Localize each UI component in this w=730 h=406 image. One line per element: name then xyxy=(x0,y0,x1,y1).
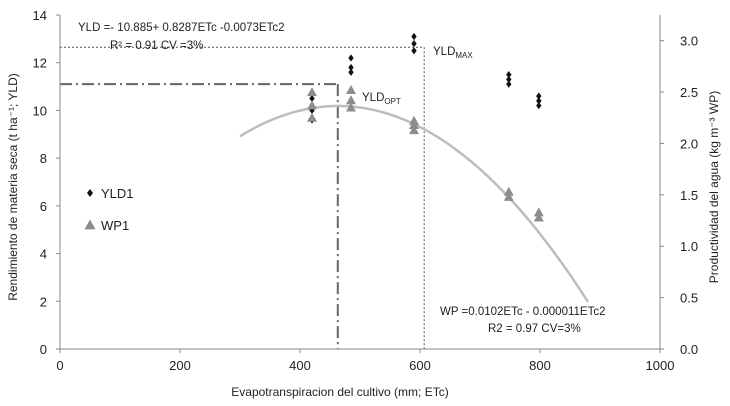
x-tick-label: 200 xyxy=(169,358,191,373)
x-tick-label: 800 xyxy=(529,358,551,373)
yld1-point xyxy=(506,75,512,84)
yld-equation: YLD =- 10.885+ 0.8287ETc -0.0073ETc2 xyxy=(78,22,285,34)
yld1-point xyxy=(309,106,315,115)
yld1-point xyxy=(411,32,417,41)
left-tick-label: 12 xyxy=(33,56,47,71)
wp1-point xyxy=(409,125,419,135)
x-axis-title: Evapotranspiracion del cultivo (mm; ETc) xyxy=(231,385,448,399)
right-tick-label: 0.0 xyxy=(680,342,698,357)
yld1-point xyxy=(348,68,354,76)
wp1-point xyxy=(533,207,544,217)
wp-stats: R2 = 0.97 CV=3% xyxy=(488,323,581,335)
wp1-point xyxy=(307,100,317,110)
yld1-point xyxy=(411,47,417,55)
right-tick-label: 2.5 xyxy=(680,85,698,100)
reference-lines xyxy=(60,46,425,349)
yld-opt-label: YLDOPT xyxy=(362,92,401,106)
wp1-point xyxy=(503,186,514,196)
legend-label-yld1: YLD1 xyxy=(101,186,134,201)
yld-opt-label-sub: OPT xyxy=(384,97,401,106)
yld1-point xyxy=(348,63,354,72)
right-axis-title: Productividad del agua (kg m⁻³ WP) xyxy=(707,91,721,283)
yld-max-label-main: YLD xyxy=(433,46,455,58)
right-tick-label: 2.0 xyxy=(680,136,698,151)
left-tick-label: 2 xyxy=(40,294,47,309)
yld-max-label-sub: MAX xyxy=(455,51,473,60)
yld1-point xyxy=(536,102,542,110)
yld1-point xyxy=(536,97,542,105)
wp-equation: WP =0.0102ETc - 0.000011ETc2 xyxy=(440,306,605,318)
yld1-point xyxy=(309,94,315,103)
legend-marker-wp1 xyxy=(84,219,96,230)
right-tick-label: 3.0 xyxy=(680,34,698,49)
left-tick-label: 8 xyxy=(40,151,47,166)
legend-label-wp1: WP1 xyxy=(101,218,129,233)
yld-max-label: YLDMAX xyxy=(433,46,473,60)
tick-labels: 0 200 400 600 800 1000 0 2 4 6 8 10 12 14 0.0 0.5 1.0 1.5… xyxy=(33,8,699,373)
right-tick-label: 0.5 xyxy=(680,291,698,306)
wp1-point xyxy=(409,115,419,125)
wp1-point xyxy=(307,112,317,122)
yld1-point xyxy=(536,92,542,100)
left-tick-label: 6 xyxy=(40,199,47,214)
legend: YLD1 WP1 xyxy=(84,186,134,233)
wp1-point xyxy=(533,212,544,222)
x-tick-label: 400 xyxy=(289,358,311,373)
right-tick-label: 1.0 xyxy=(680,239,698,254)
left-axis-title: Rendimiento de materia seca (t ha⁻¹; YLD… xyxy=(6,73,20,301)
legend-marker-yld1 xyxy=(87,189,93,197)
yld1-point xyxy=(411,40,417,48)
x-tick-label: 1000 xyxy=(646,358,675,373)
yld-opt-label-main: YLD xyxy=(362,92,384,104)
left-tick-label: 10 xyxy=(33,103,47,118)
wp1-point xyxy=(346,102,356,112)
wp1-point xyxy=(503,191,514,201)
left-tick-label: 4 xyxy=(40,247,47,262)
wp1-point xyxy=(307,87,317,97)
axes xyxy=(59,15,661,350)
yld1-point xyxy=(506,71,512,79)
wp-fit-curve xyxy=(239,104,590,303)
wp1-point xyxy=(346,85,356,95)
right-tick-label: 1.5 xyxy=(680,188,698,203)
yld-stats: R² = 0.91 CV =3% xyxy=(110,40,203,52)
left-tick-label: 14 xyxy=(33,8,47,23)
x-tick-label: 0 xyxy=(56,358,63,373)
yld1-point xyxy=(506,80,512,88)
fit-curves xyxy=(239,104,590,303)
wp1-point xyxy=(346,95,356,105)
yld1-point xyxy=(348,54,354,62)
left-tick-label: 0 xyxy=(40,342,47,357)
data-points xyxy=(307,32,544,222)
x-tick-label: 600 xyxy=(409,358,431,373)
